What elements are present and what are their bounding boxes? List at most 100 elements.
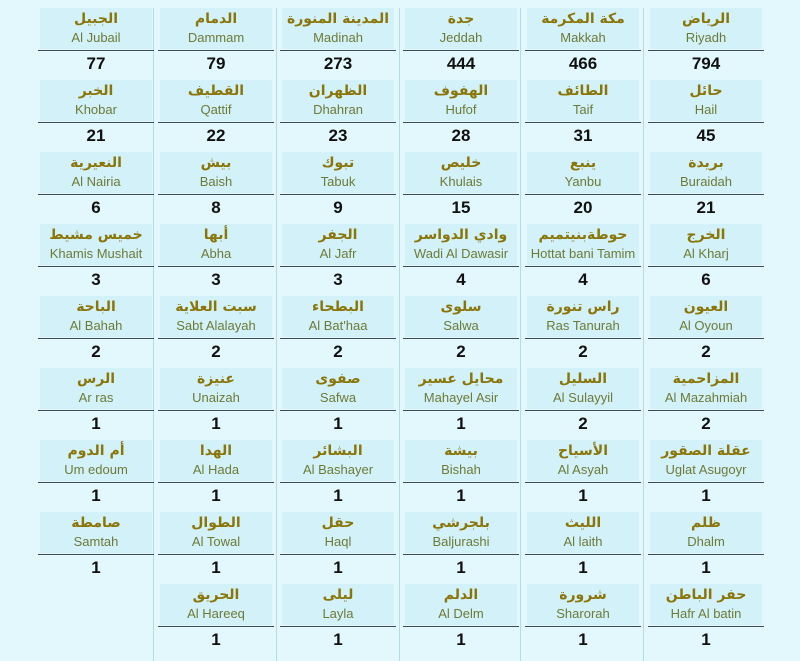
city-cell: البطحاء Al Bat'haa 2	[280, 296, 396, 368]
city-name-english: Madinah	[313, 30, 363, 45]
city-name-english: Haql	[324, 534, 352, 549]
divider-line	[38, 266, 154, 267]
city-cell: تبوك Tabuk 9	[280, 152, 396, 224]
city-name-english: Riyadh	[685, 30, 727, 45]
city-cell: خميس مشيط Khamis Mushait 3	[38, 224, 154, 296]
divider-line	[648, 338, 764, 339]
city-cell: الحريق Al Hareeq 1	[158, 584, 274, 656]
city-count: 1	[456, 630, 466, 649]
city-name-box: النعيرية Al Nairia	[40, 152, 152, 193]
city-name-english: Qattif	[200, 102, 232, 117]
city-name-box: العيون Al Oyoun	[650, 296, 762, 337]
city-count: 2	[701, 342, 711, 361]
city-cell: بيشة Bishah 1	[403, 440, 519, 512]
divider-line	[158, 482, 274, 483]
city-name-box: مكة المكرمة Makkah	[527, 8, 639, 49]
divider-line	[158, 194, 274, 195]
city-count: 6	[701, 270, 711, 289]
city-count: 1	[333, 486, 343, 505]
city-count: 23	[328, 126, 348, 145]
city-count: 1	[91, 558, 101, 577]
city-cell: محايل عسير Mahayel Asir 1	[403, 368, 519, 440]
city-name-english: Dhahran	[313, 102, 363, 117]
city-name-english: Al Nairia	[71, 174, 121, 189]
city-name-arabic: عقلة الصقور	[661, 443, 751, 459]
divider-line	[525, 626, 641, 627]
city-count: 1	[333, 630, 343, 649]
city-count: 794	[691, 54, 721, 73]
city-name-arabic: الرس	[76, 371, 116, 387]
city-name-arabic: حقل	[321, 515, 355, 531]
city-count: 1	[211, 414, 221, 433]
divider-line	[158, 410, 274, 411]
city-count: 4	[578, 270, 588, 289]
city-name-arabic: خليص	[440, 155, 482, 171]
city-name-english: Salwa	[443, 318, 479, 333]
city-count: 9	[333, 198, 343, 217]
city-cell: الهدا Al Hada 1	[158, 440, 274, 512]
city-cell: الليث Al laith 1	[525, 512, 641, 584]
city-count: 6	[91, 198, 101, 217]
city-cell: البشائر Al Bashayer 1	[280, 440, 396, 512]
city-count: 1	[578, 486, 588, 505]
city-count: 3	[211, 270, 221, 289]
city-name-box: أبها Abha	[160, 224, 272, 265]
city-count: 1	[456, 558, 466, 577]
city-cell: الظهران Dhahran 23	[280, 80, 396, 152]
city-name-arabic: عنيزة	[197, 371, 235, 387]
divider-line	[525, 50, 641, 51]
city-name-english: Safwa	[319, 390, 357, 405]
city-name-box: الطوال Al Towal	[160, 512, 272, 553]
city-cell: راس تنورة Ras Tanurah 2	[525, 296, 641, 368]
city-cell: ينبع Yanbu 20	[525, 152, 641, 224]
city-name-english: Ras Tanurah	[546, 318, 620, 333]
city-name-english: Samtah	[73, 534, 119, 549]
divider-line	[280, 122, 396, 123]
city-name-arabic: أم الدوم	[67, 443, 125, 459]
city-name-arabic: شرورة	[559, 587, 607, 603]
city-name-arabic: سبت العلاية	[175, 299, 257, 315]
city-name-english: Al Oyoun	[679, 318, 733, 333]
divider-line	[280, 482, 396, 483]
city-name-box: صامطة Samtah	[40, 512, 152, 553]
divider-line	[280, 194, 396, 195]
city-count: 2	[333, 342, 343, 361]
divider-line	[403, 554, 519, 555]
city-name-english: Al laith	[563, 534, 603, 549]
city-count: 2	[578, 342, 588, 361]
city-name-arabic: بيشة	[444, 443, 478, 459]
city-name-box: الهدا Al Hada	[160, 440, 272, 481]
city-cell: الأسياح Al Asyah 1	[525, 440, 641, 512]
divider-line	[525, 554, 641, 555]
city-name-english: Bishah	[441, 462, 481, 477]
city-count: 1	[333, 414, 343, 433]
city-name-arabic: البطحاء	[312, 299, 364, 315]
city-name-english: Wadi Al Dawasir	[413, 246, 509, 261]
city-name-english: Sharorah	[556, 606, 610, 621]
city-cell: مكة المكرمة Makkah 466	[525, 8, 641, 80]
city-count: 2	[91, 342, 101, 361]
divider-line	[648, 266, 764, 267]
city-count: 1	[333, 558, 343, 577]
city-name-box: المزاحمية Al Mazahmiah	[650, 368, 762, 409]
divider-line	[38, 554, 154, 555]
city-name-box: بيشة Bishah	[405, 440, 517, 481]
city-count: 466	[568, 54, 598, 73]
city-name-arabic: المزاحمية	[672, 371, 740, 387]
city-name-box: تبوك Tabuk	[282, 152, 394, 193]
divider-line	[403, 482, 519, 483]
column-divider	[153, 8, 154, 661]
column-divider	[520, 8, 521, 661]
city-name-box: الظهران Dhahran	[282, 80, 394, 121]
city-name-english: Al Sulayyil	[553, 390, 613, 405]
city-name-english: Al Bat'haa	[308, 318, 368, 333]
city-cell: حقل Haql 1	[280, 512, 396, 584]
city-count: 45	[696, 126, 716, 145]
city-name-english: Um edoum	[64, 462, 128, 477]
city-cell: الخبر Khobar 21	[38, 80, 154, 152]
city-cell: بيش Baish 8	[158, 152, 274, 224]
city-count: 21	[696, 198, 716, 217]
divider-line	[280, 626, 396, 627]
city-column: المدينة المنورة Madinah 273 الظهران Dhah…	[280, 8, 396, 656]
divider-line	[280, 410, 396, 411]
